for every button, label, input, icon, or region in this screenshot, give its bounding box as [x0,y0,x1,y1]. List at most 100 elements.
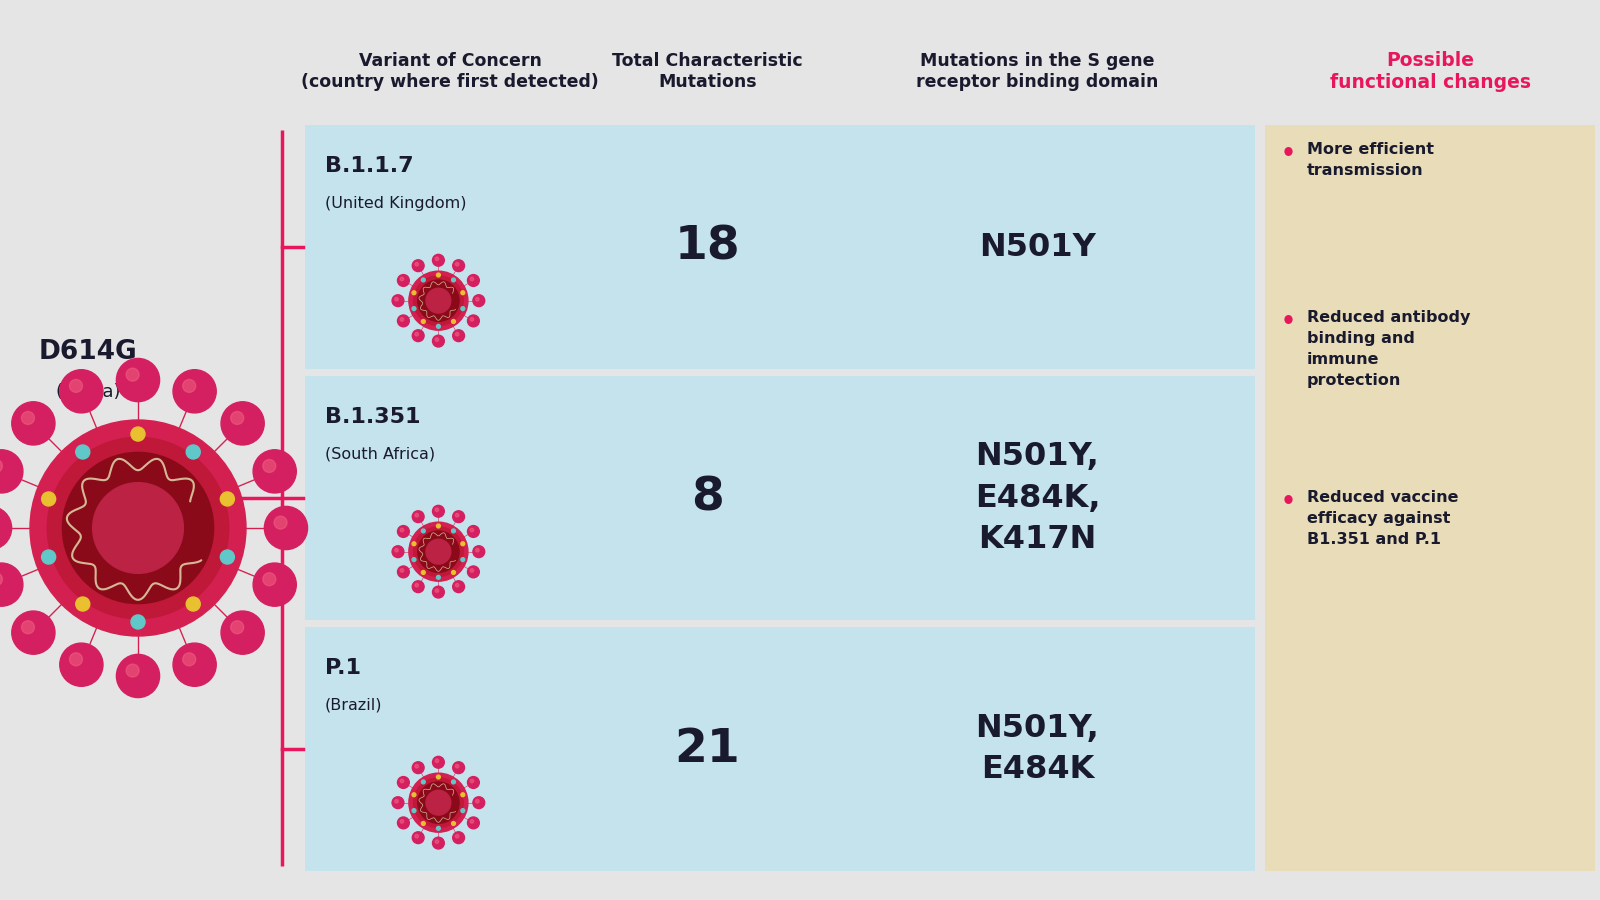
Circle shape [435,338,438,341]
FancyBboxPatch shape [1266,125,1595,871]
Circle shape [42,492,56,506]
Circle shape [426,790,451,815]
Circle shape [470,779,474,783]
Circle shape [435,759,438,762]
Text: 21: 21 [675,726,741,771]
Circle shape [432,586,445,598]
Circle shape [414,526,462,577]
Circle shape [392,796,403,808]
Circle shape [421,822,426,825]
Text: D614G: D614G [38,339,138,365]
Circle shape [262,572,275,586]
Circle shape [456,332,459,336]
Circle shape [0,572,2,586]
Circle shape [414,778,462,827]
Circle shape [426,288,451,313]
Text: 8: 8 [691,475,723,520]
Circle shape [400,277,403,281]
Text: (South Africa): (South Africa) [325,446,435,462]
Text: •: • [1282,142,1296,166]
Circle shape [421,320,426,323]
Circle shape [395,799,398,803]
Circle shape [413,329,424,342]
Circle shape [221,401,264,445]
Circle shape [453,511,464,523]
Circle shape [418,280,459,321]
Circle shape [400,528,403,532]
Circle shape [397,777,410,788]
Text: B.1.1.7: B.1.1.7 [325,157,414,176]
Circle shape [131,615,146,629]
Circle shape [421,571,426,574]
Circle shape [400,779,403,783]
Circle shape [421,780,426,784]
Circle shape [413,260,424,272]
Circle shape [186,597,200,611]
Circle shape [467,566,480,578]
Circle shape [186,445,200,459]
Circle shape [397,315,410,327]
Circle shape [413,761,424,774]
Circle shape [21,411,35,425]
Circle shape [0,507,11,550]
Circle shape [11,401,54,445]
Circle shape [421,278,426,282]
FancyBboxPatch shape [306,627,1254,871]
Circle shape [451,320,456,323]
Circle shape [410,522,467,581]
Circle shape [182,380,195,392]
Circle shape [432,837,445,849]
Circle shape [397,566,410,578]
Circle shape [131,427,146,441]
Circle shape [397,274,410,286]
Circle shape [467,526,480,537]
Circle shape [475,548,478,552]
Circle shape [262,460,275,473]
Circle shape [461,558,464,562]
Circle shape [414,583,419,587]
Text: •: • [1282,490,1296,514]
Text: (Brazil): (Brazil) [325,698,382,713]
Circle shape [437,524,440,528]
Circle shape [461,542,464,545]
Circle shape [453,761,464,774]
Circle shape [470,277,474,281]
Circle shape [400,318,403,321]
Circle shape [474,295,485,307]
Circle shape [461,291,464,294]
Circle shape [432,255,445,266]
Circle shape [435,589,438,592]
Circle shape [413,832,424,843]
Circle shape [30,420,246,636]
Circle shape [264,507,307,550]
Circle shape [413,291,416,294]
Text: More efficient
transmission: More efficient transmission [1307,142,1434,178]
Circle shape [413,580,424,592]
Circle shape [414,834,419,838]
Text: Reduced vaccine
efficacy against
B1.351 and P.1: Reduced vaccine efficacy against B1.351 … [1307,490,1459,547]
Text: Total Characteristic
Mutations: Total Characteristic Mutations [613,52,803,91]
Circle shape [0,563,22,607]
Circle shape [400,820,403,824]
Circle shape [48,437,229,618]
Circle shape [126,368,139,381]
Circle shape [451,529,456,533]
Circle shape [461,809,464,813]
Circle shape [453,832,464,843]
Text: Possible
functional changes: Possible functional changes [1330,51,1531,92]
Circle shape [413,558,416,562]
Text: 18: 18 [675,224,741,269]
Circle shape [453,329,464,342]
Circle shape [451,822,456,825]
Circle shape [173,370,216,413]
Circle shape [474,545,485,558]
Circle shape [410,773,467,833]
FancyBboxPatch shape [306,376,1254,620]
Circle shape [413,809,416,813]
Circle shape [414,276,462,326]
Text: N501Y,
E484K: N501Y, E484K [976,713,1099,786]
Circle shape [470,318,474,321]
Circle shape [437,575,440,580]
Circle shape [418,531,459,572]
Circle shape [435,257,438,261]
